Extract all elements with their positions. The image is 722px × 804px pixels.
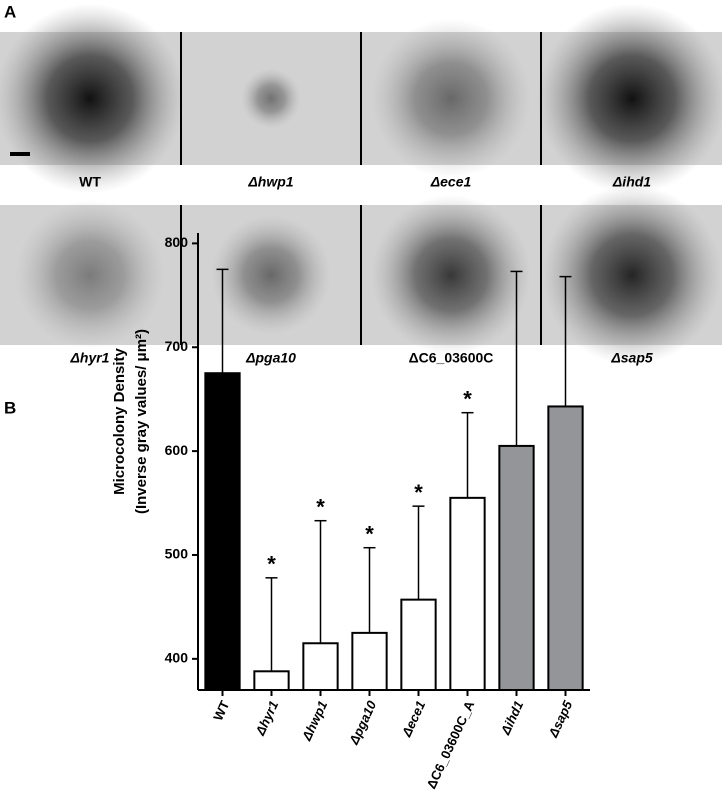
significance: * (316, 495, 325, 520)
x-tick-label: Δpga10 (346, 698, 380, 748)
significance: * (414, 480, 423, 505)
image-caption: Δsap5 (610, 350, 653, 366)
y-tick-label: 500 (165, 546, 189, 562)
image-caption: WT (79, 174, 101, 190)
x-tick-label: ΔC6_03600C_A (423, 698, 477, 791)
y-tick-label: 700 (165, 338, 189, 354)
significance: * (463, 386, 472, 411)
colony (211, 215, 331, 335)
bar (351, 631, 388, 691)
x-tick-label: Δece1 (398, 698, 428, 739)
colony (241, 68, 301, 129)
image-caption: Δhyr1 (70, 350, 110, 366)
y-axis-label: (Inverse gray values/ μm²) (133, 329, 150, 514)
x-tick-label: WT (210, 698, 232, 723)
y-tick-label: 400 (165, 650, 189, 666)
bar (204, 372, 241, 691)
panel-label: B (4, 398, 16, 417)
image-caption: ΔC6_03600C (409, 350, 494, 366)
colony (15, 200, 165, 350)
y-axis-label: Microcolony Density (111, 347, 128, 494)
bar (400, 598, 437, 691)
bar (302, 642, 339, 691)
x-tick-label: Δihd1 (497, 698, 526, 737)
bar (449, 496, 486, 691)
y-tick-label: 600 (165, 442, 189, 458)
colony (537, 3, 722, 194)
colony (371, 195, 531, 355)
x-tick-label: Δhyr1 (252, 698, 281, 738)
significance: * (267, 552, 276, 577)
bar (547, 405, 584, 691)
image-caption: Δece1 (430, 174, 472, 190)
x-tick-label: Δsap5 (545, 698, 576, 741)
bar (253, 670, 290, 692)
bar (498, 444, 535, 691)
image-caption: Δhwp1 (247, 174, 293, 190)
colony (371, 18, 531, 179)
y-tick-label: 800 (165, 234, 189, 250)
colony (0, 3, 185, 194)
x-tick-label: Δhwp1 (299, 698, 331, 743)
significance: * (365, 522, 374, 547)
colony (542, 185, 722, 365)
image-caption: Δpga10 (245, 350, 296, 366)
panel-label: A (4, 2, 16, 21)
